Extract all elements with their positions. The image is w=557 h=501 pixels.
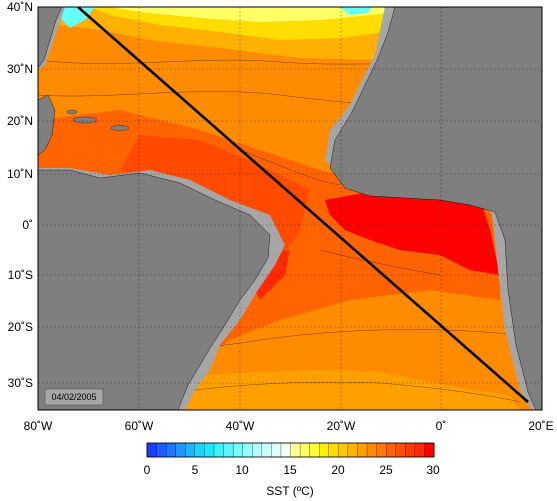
colorbar-tick-25: 25 <box>379 463 393 477</box>
colorbar-cell <box>328 442 339 458</box>
lon-label-40w: 40˚W <box>226 419 255 433</box>
colorbar-cell <box>357 442 368 458</box>
sst-band-cold-north <box>110 7 400 22</box>
land-north-america <box>38 7 63 69</box>
colorbar-cell <box>185 442 196 458</box>
colorbar-cell <box>319 442 330 458</box>
land-south-america <box>38 169 271 410</box>
lat-label-0: 0˚ <box>22 218 33 232</box>
colorbar-tick-10: 10 <box>235 463 249 477</box>
colorbar-cell <box>395 442 406 458</box>
colorbar-cell <box>386 442 397 458</box>
colorbar-cell <box>146 442 158 458</box>
colorbar-tick-0: 0 <box>144 463 151 477</box>
colorbar-cell <box>376 442 387 458</box>
colorbar-cell <box>261 442 272 458</box>
colorbar-cell <box>424 442 435 458</box>
colorbar-cell <box>194 442 205 458</box>
colorbar-cell <box>242 442 253 458</box>
lat-label-10n: 10˚N <box>7 167 33 181</box>
lon-label-60w: 60˚W <box>125 419 154 433</box>
colorbar-cell <box>165 442 177 458</box>
sst-band-mild-south <box>150 370 520 410</box>
colorbar-cell <box>414 442 425 458</box>
colorbar-cell <box>204 442 215 458</box>
land-masses <box>38 7 542 410</box>
map-plot-area: 04/02/2005 <box>38 7 542 410</box>
colorbar-cell <box>223 442 234 458</box>
colorbar-cell <box>290 442 301 458</box>
colorbar-cell <box>232 442 244 458</box>
colorbar-cell <box>299 442 311 458</box>
lon-label-20w: 20˚W <box>327 419 356 433</box>
colorbar-cell <box>309 442 320 458</box>
latitude-labels: 40˚N 30˚N 20˚N 10˚N 0˚ 10˚S 20˚S 30˚S <box>7 0 33 390</box>
colorbar-tick-20: 20 <box>331 463 345 477</box>
colorbar-cell <box>366 442 378 458</box>
colorbar-cell <box>280 442 291 458</box>
sst-band-coldest-ne <box>340 7 372 15</box>
graticule <box>38 7 542 410</box>
longitude-labels: 80˚W 60˚W 40˚W 20˚W 0˚ 20˚E <box>24 419 554 433</box>
land-africa-europe <box>329 7 542 410</box>
colorbar-cell <box>252 442 263 458</box>
lon-label-80w: 80˚W <box>24 419 53 433</box>
lat-label-30s: 30˚S <box>8 376 33 390</box>
date-stamp: 04/02/2005 <box>51 392 96 402</box>
colorbar-cell <box>405 442 416 458</box>
colorbar-cell <box>175 442 186 458</box>
colorbar-cell <box>271 442 282 458</box>
lat-label-20s: 20˚S <box>8 320 33 334</box>
lon-label-0: 0˚ <box>436 419 447 433</box>
colorbar-tick-30: 30 <box>426 463 440 477</box>
date-stamp-box <box>44 388 104 406</box>
sst-band-coldest-nw <box>60 7 95 28</box>
lat-label-40n: 40˚N <box>7 0 33 14</box>
section-transect-line <box>77 7 529 403</box>
sst-colorbar: 0 5 10 15 20 25 30 SST (ºC) <box>144 442 440 498</box>
colorbar-tick-5: 5 <box>192 463 199 477</box>
colorbar-cell <box>156 442 167 458</box>
colorbar-cell <box>338 442 349 458</box>
colorbar-cell <box>213 442 224 458</box>
sst-band-warmest-guinea <box>325 190 500 275</box>
colorbar-frame <box>146 442 435 458</box>
land-central-america <box>38 94 56 156</box>
islands <box>66 109 130 131</box>
colorbar-cells <box>146 442 435 458</box>
colorbar-tick-15: 15 <box>283 463 297 477</box>
lon-label-20e: 20˚E <box>528 419 553 433</box>
lat-label-20n: 20˚N <box>7 114 33 128</box>
colorbar-label: SST (ºC) <box>266 484 314 498</box>
colorbar-cell <box>347 442 358 458</box>
lat-label-10s: 10˚S <box>8 268 33 282</box>
lat-label-30n: 30˚N <box>7 62 33 76</box>
map-frame <box>37 6 543 411</box>
